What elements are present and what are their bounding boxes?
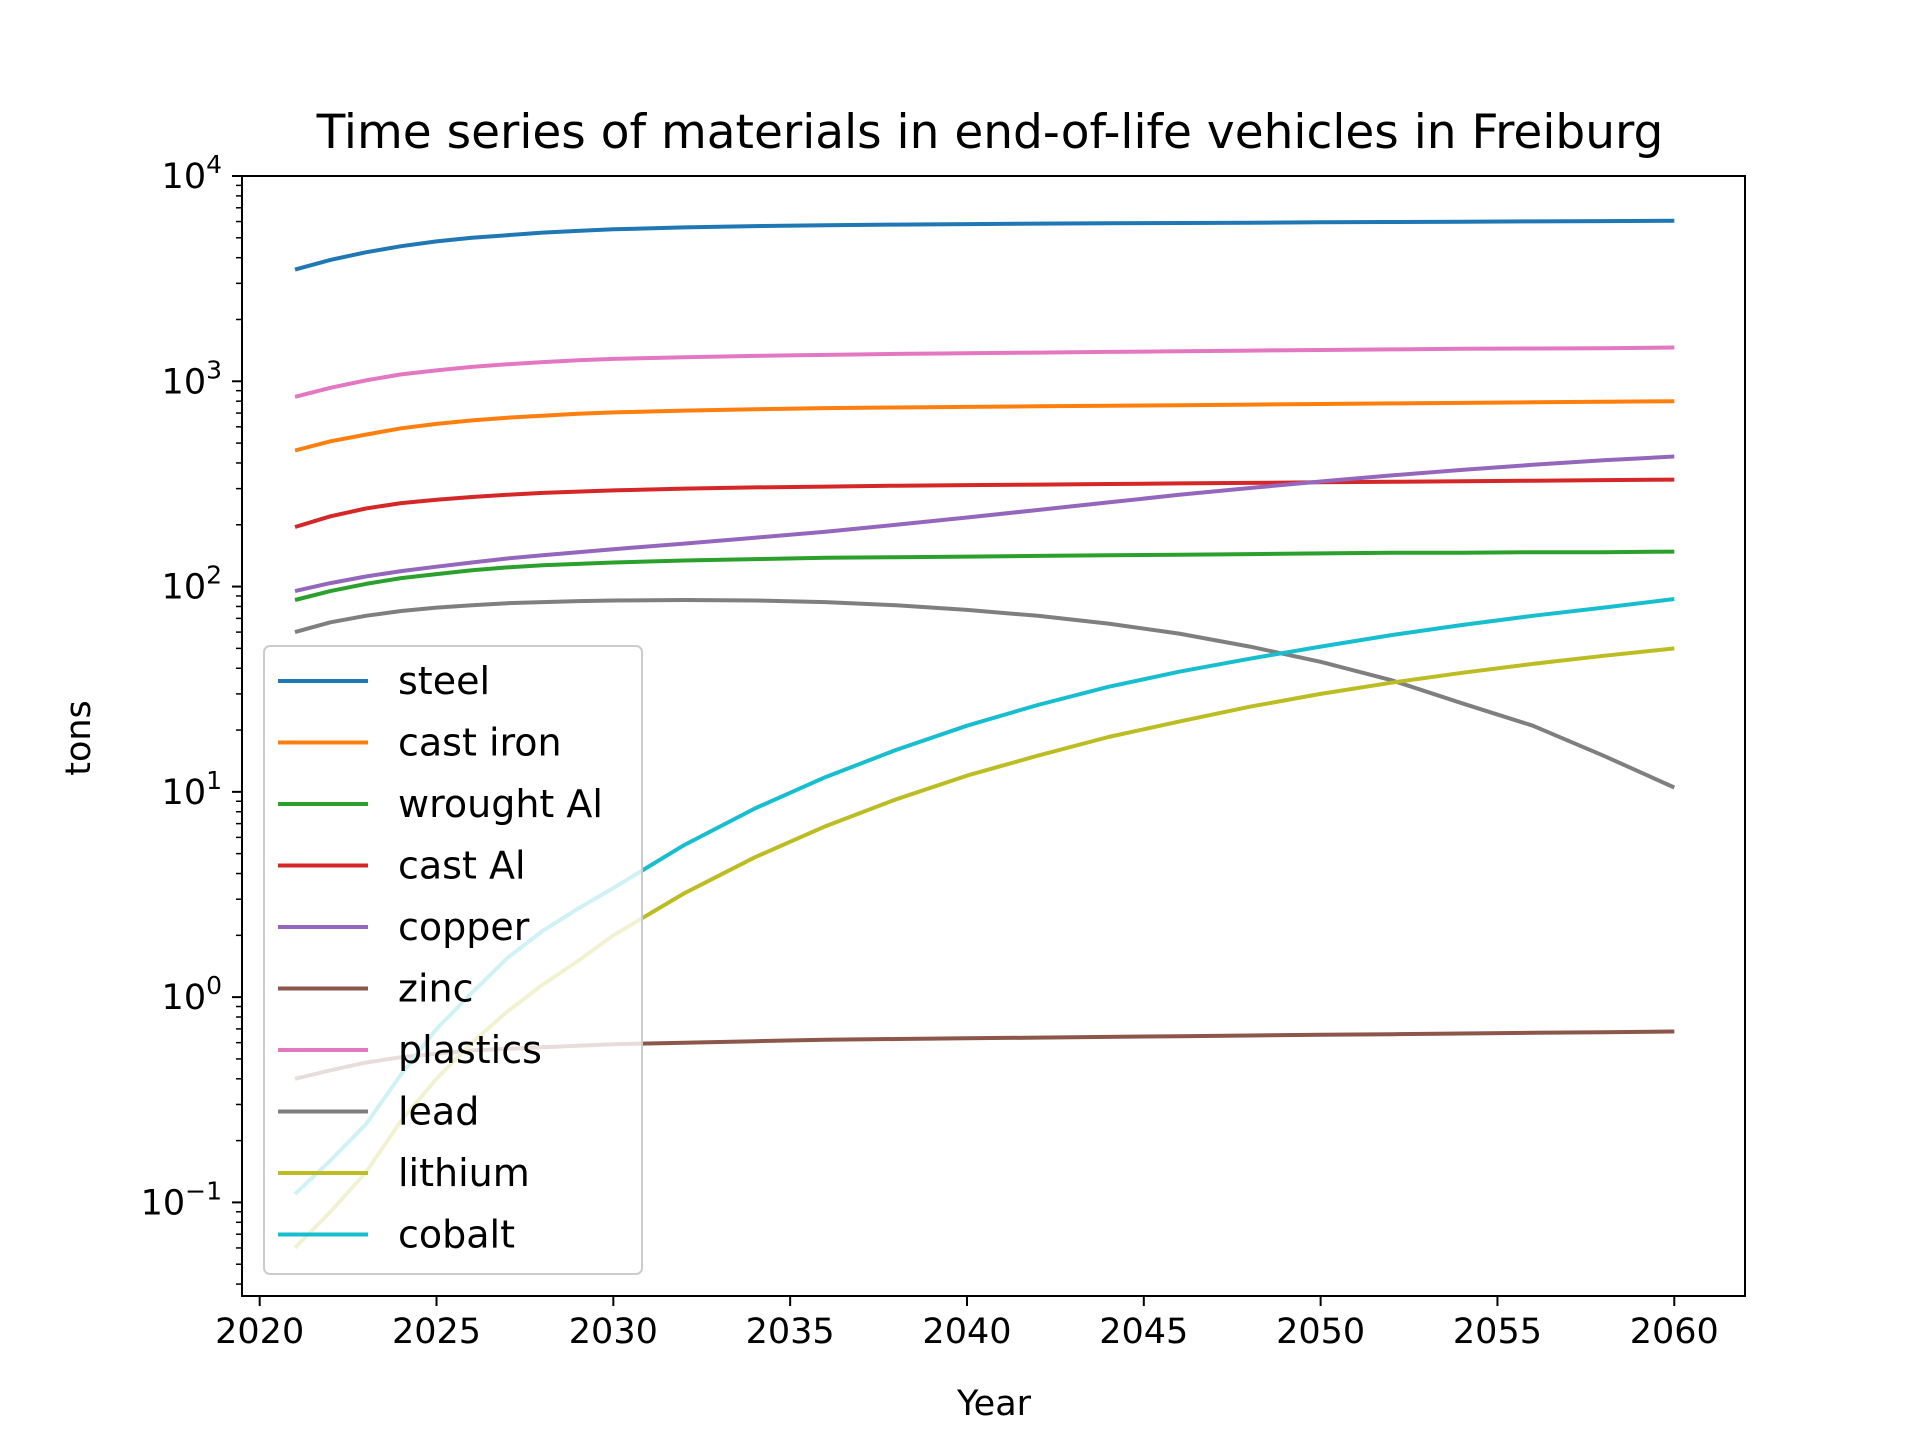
legend-label-lead: lead (398, 1090, 479, 1134)
x-tick-label: 2035 (746, 1312, 835, 1352)
series-line-steel (294, 218, 1675, 272)
y-axis-label: tons (59, 700, 99, 776)
axes: 2020 2025 2030 2035 2040 2045 2050 2055 2060 10−1… (141, 150, 1746, 1352)
legend-label-cast-iron: cast iron (398, 721, 562, 765)
legend-label-steel: steel (398, 659, 490, 703)
series-line-plastics (294, 345, 1675, 399)
x-tick-label: 2020 (215, 1312, 304, 1352)
legend-label-plastics: plastics (398, 1028, 542, 1072)
series-line-lead (294, 598, 1676, 790)
x-tick-label: 2050 (1276, 1312, 1365, 1352)
x-tick-label: 2040 (922, 1312, 1011, 1352)
y-tick-label: 100 (162, 971, 222, 1018)
series-line-cast-Al (294, 477, 1675, 529)
y-tick-label: 10−1 (141, 1176, 222, 1223)
series-line-cast-iron (294, 399, 1675, 453)
legend: steel cast iron wrought Al cast Al copper zin… (263, 645, 643, 1275)
series-line-wrought-Al (294, 549, 1675, 602)
x-tick-label: 2025 (392, 1312, 481, 1352)
y-tick-label: 103 (162, 355, 222, 402)
plot-frame (241, 175, 1746, 1297)
x-tick-label: 2045 (1099, 1312, 1188, 1352)
x-tick-label: 2030 (569, 1312, 658, 1352)
x-tick-label: 2055 (1453, 1312, 1542, 1352)
chart-title: Time series of materials in end-of-life … (316, 105, 1664, 160)
legend-label-cast-Al: cast Al (398, 844, 526, 888)
x-tick-label: 2060 (1630, 1312, 1719, 1352)
legend-label-zinc: zinc (398, 967, 473, 1011)
series-line-copper (294, 454, 1675, 594)
x-axis-label: Year (956, 1384, 1032, 1424)
y-tick-label: 104 (162, 150, 222, 197)
legend-label-lithium: lithium (398, 1151, 530, 1195)
y-tick-label: 102 (162, 561, 222, 608)
legend-label-wrought-Al: wrought Al (398, 782, 603, 826)
legend-label-cobalt: cobalt (398, 1213, 515, 1257)
y-tick-label: 101 (162, 766, 222, 813)
legend-label-copper: copper (398, 905, 530, 949)
